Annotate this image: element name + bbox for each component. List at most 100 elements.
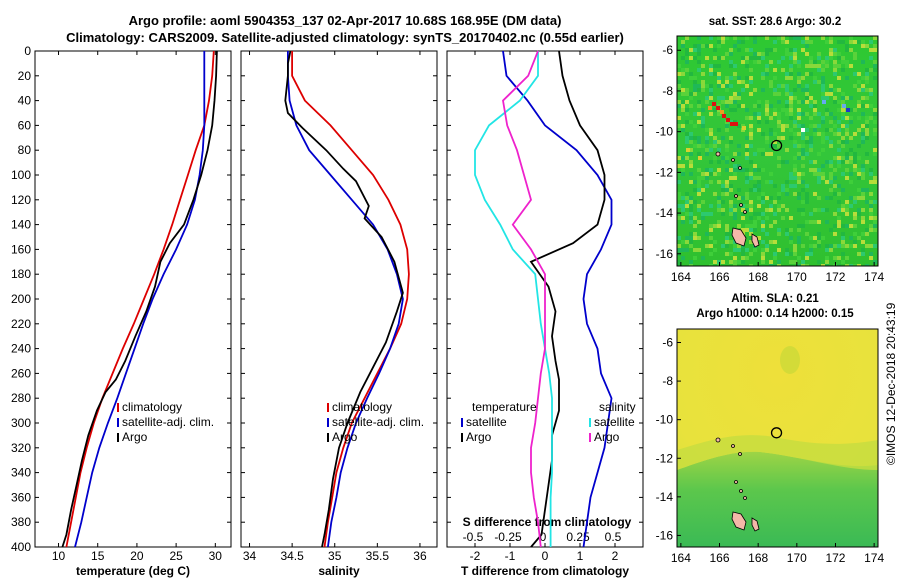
- sst-pixel: [821, 64, 825, 68]
- sst-pixel: [785, 208, 789, 212]
- legend-label: Argo: [466, 430, 492, 444]
- sst-pixel: [873, 36, 877, 40]
- sst-pixel: [729, 100, 733, 104]
- x-tick-label: 34.5: [280, 549, 304, 563]
- sst-pixel: [833, 244, 837, 248]
- sst-pixel: [737, 48, 741, 52]
- sst-pixel-highlight: [698, 156, 702, 160]
- sst-pixel: [809, 236, 813, 240]
- sst-pixel: [701, 84, 705, 88]
- sst-pixel: [853, 72, 857, 76]
- credit-text: ©IMOS 12-Dec-2018 20:43:19: [884, 302, 898, 465]
- sst-pixel: [793, 140, 797, 144]
- sst-pixel: [729, 48, 733, 52]
- sst-pixel: [693, 180, 697, 184]
- sst-pixel: [721, 188, 725, 192]
- sst-pixel: [785, 48, 789, 52]
- sst-pixel: [821, 84, 825, 88]
- y-tick-label: 200: [11, 292, 31, 306]
- sst-pixel: [849, 236, 853, 240]
- sst-pixel: [741, 216, 745, 220]
- sst-pixel: [749, 224, 753, 228]
- sst-pixel: [741, 168, 745, 172]
- sst-pixel: [841, 140, 845, 144]
- sst-pixel: [869, 208, 873, 212]
- sst-pixel: [785, 92, 789, 96]
- y-tick-label: 300: [11, 416, 31, 430]
- sst-pixel: [825, 256, 829, 260]
- sst-pixel: [805, 52, 809, 56]
- sst-pixel: [725, 52, 729, 56]
- sst-pixel: [853, 224, 857, 228]
- sst-pixel: [805, 128, 809, 132]
- difference-series-s-argo: [502, 50, 546, 548]
- sst-pixel: [797, 84, 801, 88]
- sst-pixel: [829, 188, 833, 192]
- sst-pixel: [829, 140, 833, 144]
- legend-label: climatology: [122, 400, 182, 414]
- sst-pixel: [849, 64, 853, 68]
- sst-pixel: [777, 264, 781, 266]
- sst-pixel: [785, 108, 789, 112]
- sst-pixel: [853, 152, 857, 156]
- sst-pixel: [773, 76, 777, 80]
- sst-pixel: [765, 68, 769, 72]
- sst-pixel: [721, 96, 725, 100]
- difference-panel: -2 -1 0 1 2T difference from climatology -0.5…: [446, 50, 644, 578]
- sst-pixel-highlight: [722, 114, 726, 118]
- sst-pixel: [845, 44, 849, 48]
- sla-map-title: Altim. SLA: 0.21: [731, 293, 819, 305]
- sst-pixel: [849, 180, 853, 184]
- sst-pixel: [805, 112, 809, 116]
- sst-pixel: [809, 136, 813, 140]
- sst-pixel: [797, 152, 801, 156]
- sst-pixel: [717, 36, 721, 40]
- sst-pixel: [685, 48, 689, 52]
- sst-pixel: [841, 244, 845, 248]
- map-y-tick-label: -6: [662, 43, 673, 57]
- sst-pixel: [709, 252, 713, 256]
- sst-pixel: [709, 264, 713, 266]
- sst-pixel: [761, 52, 765, 56]
- sst-pixel: [745, 148, 749, 152]
- sst-pixel: [817, 240, 821, 244]
- sst-pixel: [801, 212, 805, 216]
- sst-pixel: [753, 220, 757, 224]
- sst-pixel: [685, 248, 689, 252]
- sst-pixel: [793, 168, 797, 172]
- sst-pixel: [765, 180, 769, 184]
- sst-pixel: [829, 88, 833, 92]
- sst-pixel: [789, 96, 793, 100]
- sst-pixel: [765, 64, 769, 68]
- sst-pixel: [833, 212, 837, 216]
- sst-pixel: [693, 84, 697, 88]
- sst-pixel: [701, 72, 705, 76]
- sst-pixel: [705, 172, 709, 176]
- sst-pixel: [745, 256, 749, 260]
- sst-pixel: [721, 184, 725, 188]
- sst-pixel: [837, 192, 841, 196]
- sst-pixel: [833, 100, 837, 104]
- sst-pixel: [809, 124, 813, 128]
- y-tick-label: 60: [18, 118, 32, 132]
- sst-pixel: [733, 264, 737, 266]
- sst-pixel: [745, 56, 749, 60]
- sla-map-subtitle: Argo h1000: 0.14 h2000: 0.15: [696, 308, 854, 320]
- sst-pixel: [677, 260, 681, 264]
- sst-pixel: [853, 84, 857, 88]
- sst-pixel: [797, 112, 801, 116]
- sst-pixel: [777, 164, 781, 168]
- sst-pixel: [693, 248, 697, 252]
- temperature-series-argo: [61, 50, 218, 548]
- sst-pixel: [745, 196, 749, 200]
- sst-pixel: [733, 240, 737, 244]
- sst-pixel: [697, 104, 701, 108]
- sst-pixel: [825, 92, 829, 96]
- sst-pixel: [841, 224, 845, 228]
- sst-pixel: [845, 244, 849, 248]
- sst-pixel: [757, 184, 761, 188]
- sst-pixel: [769, 224, 773, 228]
- sst-pixel: [765, 52, 769, 56]
- sst-pixel: [713, 64, 717, 68]
- sst-pixel: [717, 140, 721, 144]
